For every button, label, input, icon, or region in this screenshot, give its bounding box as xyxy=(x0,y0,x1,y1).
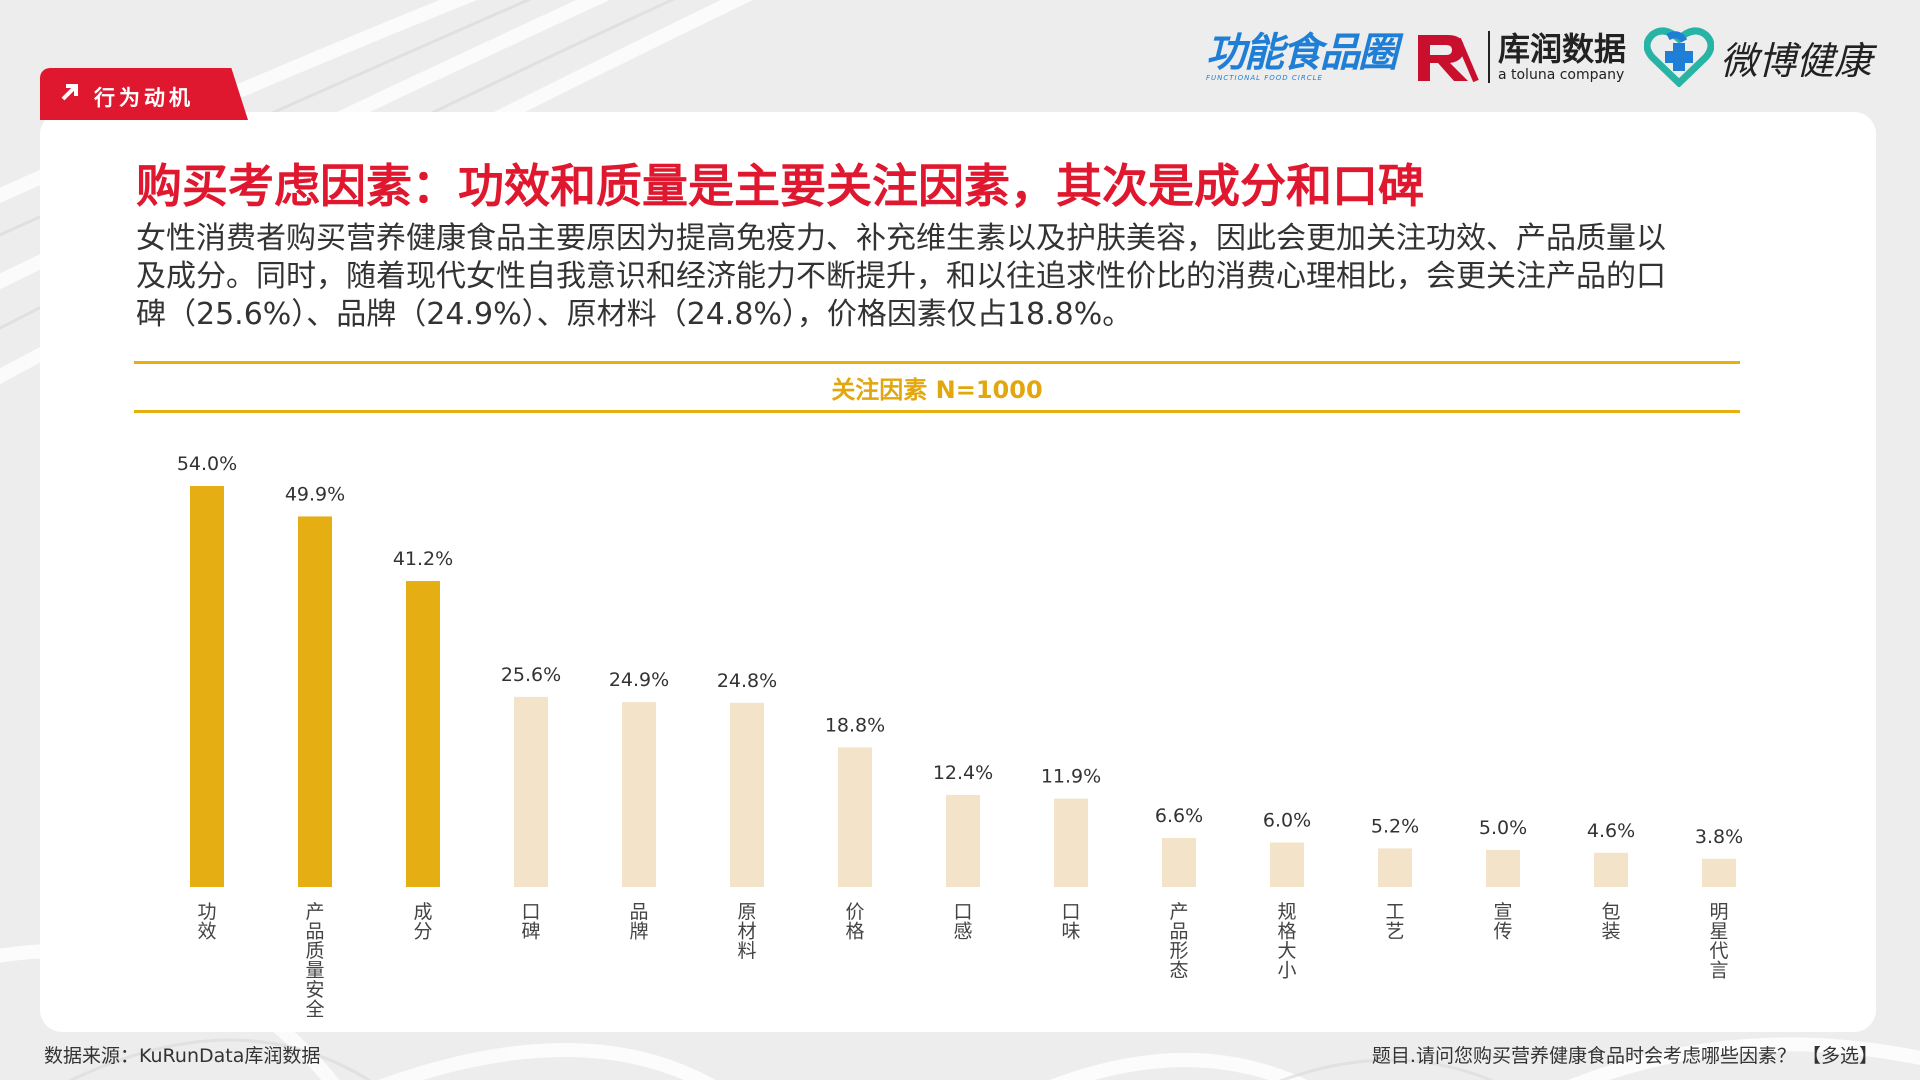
bar-7 xyxy=(838,747,872,887)
bar-10 xyxy=(1162,837,1196,887)
description: 女性消费者购买营养健康食品主要原因为提高免疫力、补充维生素以及护肤美容，因此会更… xyxy=(136,220,1786,334)
bar-4 xyxy=(514,696,548,887)
kurun-logo-cn: 库润数据 xyxy=(1497,30,1626,68)
bar-5 xyxy=(622,702,656,887)
section-tag-label: 行为动机 xyxy=(94,86,194,110)
bar-6 xyxy=(730,702,764,887)
weibo-health-logo: 微博健康 xyxy=(1643,27,1872,87)
bar-13 xyxy=(1486,849,1520,887)
chart-title: 关注因素 N=1000 xyxy=(831,376,1043,404)
category-label: 工艺 xyxy=(1385,901,1404,943)
heart-plus-icon xyxy=(1643,27,1714,87)
bar-value-label: 24.9% xyxy=(609,669,669,691)
chart-title-rule-bottom xyxy=(134,410,1740,413)
functional-food-logo: 功能食品圈 FUNCTIONAL FOOD CIRCLE xyxy=(1205,30,1398,82)
kurun-logo: 库润数据 a toluna company xyxy=(1414,29,1626,85)
category-label: 品牌 xyxy=(629,901,648,943)
bar-value-label: 12.4% xyxy=(933,762,993,784)
chart-title-rule-top xyxy=(134,361,1740,364)
arrow-up-right-icon xyxy=(61,84,78,101)
description-line: 女性消费者购买营养健康食品主要原因为提高免疫力、补充维生素以及护肤美容，因此会更… xyxy=(136,221,1666,256)
functional-food-logo-text: 功能食品圈 xyxy=(1205,30,1398,76)
bar-value-label: 4.6% xyxy=(1587,820,1635,842)
bar-12 xyxy=(1378,848,1412,887)
functional-food-logo-en: FUNCTIONAL FOOD CIRCLE xyxy=(1205,74,1323,82)
category-label: 价格 xyxy=(845,901,864,943)
bar-value-label: 3.8% xyxy=(1695,826,1743,848)
bar-value-label: 49.9% xyxy=(285,483,345,505)
bar-value-label: 54.0% xyxy=(177,453,237,475)
bar-8 xyxy=(946,794,980,887)
bar-value-label: 24.8% xyxy=(717,670,777,692)
category-label: 规格大小 xyxy=(1277,901,1296,982)
bar-value-label: 5.0% xyxy=(1479,817,1527,839)
bar-15 xyxy=(1702,858,1736,887)
bar-1 xyxy=(190,486,224,887)
bar-value-label: 25.6% xyxy=(501,664,561,686)
bar-value-label: 11.9% xyxy=(1041,766,1101,788)
description-line: 碑（25.6%）、品牌（24.9%）、原材料（24.8%），价格因素仅占18.8… xyxy=(136,297,1133,332)
category-label: 功效 xyxy=(197,901,216,943)
survey-question: 题目.请问您购买营养健康食品时会考虑哪些因素？ 【多选】 xyxy=(1371,1045,1878,1067)
bar-value-label: 6.0% xyxy=(1263,809,1311,831)
category-label: 口味 xyxy=(1061,901,1080,943)
category-label: 包装 xyxy=(1601,901,1620,943)
description-line: 及成分。同时，随着现代女性自我意识和经济能力不断提升，和以往追求性价比的消费心理… xyxy=(136,259,1666,294)
category-label: 产品质量安全 xyxy=(305,901,324,1021)
bar-3 xyxy=(406,581,440,887)
category-label: 口感 xyxy=(953,901,972,943)
bar-11 xyxy=(1270,842,1304,887)
category-label: 原材料 xyxy=(737,901,756,962)
kurun-logo-en: a toluna company xyxy=(1497,67,1625,83)
category-label: 产品形态 xyxy=(1169,901,1188,982)
bar-2 xyxy=(298,516,332,887)
section-tag: 行为动机 xyxy=(40,68,248,120)
data-source: 数据来源：KuRunData库润数据 xyxy=(44,1045,321,1067)
category-label: 口碑 xyxy=(521,901,540,943)
bar-9 xyxy=(1054,798,1088,887)
bar-value-label: 5.2% xyxy=(1371,815,1419,837)
page-title: 购买考虑因素：功效和质量是主要关注因素，其次是成分和口碑 xyxy=(136,159,1424,213)
kurun-mark-icon xyxy=(1417,35,1479,83)
bar-value-label: 6.6% xyxy=(1155,805,1203,827)
logo-bar: 功能食品圈 FUNCTIONAL FOOD CIRCLE 库润数据 a tolu… xyxy=(1206,16,1872,98)
bar-value-label: 41.2% xyxy=(393,548,453,570)
bar-value-label: 18.8% xyxy=(825,714,885,736)
weibo-health-logo-text: 微博健康 xyxy=(1719,38,1872,83)
category-label: 宣传 xyxy=(1493,901,1512,943)
bar-14 xyxy=(1594,852,1628,887)
category-label: 明星代言 xyxy=(1709,901,1728,982)
category-label: 成分 xyxy=(413,901,432,943)
